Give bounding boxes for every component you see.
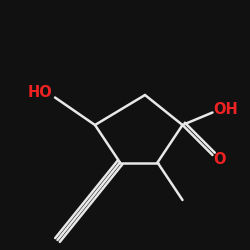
Text: O: O [214, 152, 226, 168]
Text: HO: HO [28, 85, 52, 100]
Text: OH: OH [214, 102, 238, 118]
